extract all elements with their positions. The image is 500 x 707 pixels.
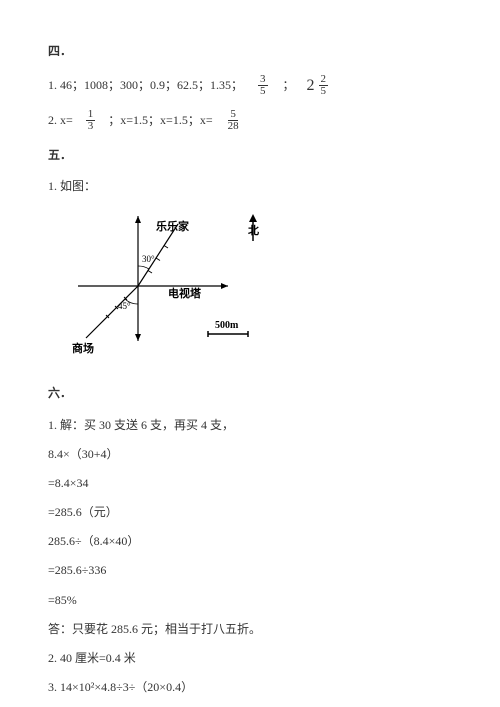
section-4-head: 四．: [48, 42, 452, 61]
denominator: 28: [226, 121, 241, 132]
section-6-head: 六．: [48, 384, 452, 403]
mixed-fraction: 2 2 5: [307, 73, 332, 99]
direction-diagram-svg: 乐乐家 北 30° 电视塔 45° 商场 500m: [68, 206, 268, 366]
diagram: 乐乐家 北 30° 电视塔 45° 商场 500m: [68, 206, 452, 372]
section-5-head: 五．: [48, 146, 452, 165]
fraction: 2 5: [319, 74, 329, 97]
text: ；x=1.5；x=1.5；x=: [108, 111, 212, 130]
text: ；: [283, 76, 295, 95]
fraction: 5 28: [226, 109, 241, 132]
text: 1. 46；1008；300；0.9；62.5；1.35；: [48, 76, 243, 95]
numerator: 1: [86, 109, 96, 121]
mixed-whole: 2: [307, 73, 315, 99]
section-5-line-1: 1. 如图：: [48, 177, 452, 196]
s6-l7: =85%: [48, 591, 452, 610]
denominator: 5: [319, 86, 329, 97]
denominator: 5: [258, 86, 268, 97]
label-angle45: 45°: [118, 301, 131, 311]
label-angle30: 30°: [142, 254, 155, 264]
label-tower: 电视塔: [168, 286, 202, 300]
s6-l2: 8.4×（30+4）: [48, 445, 452, 464]
s6-l10: 3. 14×10²×4.8÷3÷（20×0.4）: [48, 678, 452, 697]
s6-l1: 1. 解：买 30 支送 6 支，再买 4 支，: [48, 416, 452, 435]
label-north: 北: [248, 223, 259, 237]
fraction: 3 5: [258, 74, 268, 97]
s6-l6: =285.6÷336: [48, 561, 452, 580]
label-lele: 乐乐家: [156, 219, 190, 233]
text: 2. x=: [48, 111, 73, 130]
s6-l9: 2. 40 厘米=0.4 米: [48, 649, 452, 668]
s6-l3: =8.4×34: [48, 474, 452, 493]
label-scale: 500m: [215, 320, 239, 331]
s6-l8: 答：只要花 285.6 元；相当于打八五折。: [48, 620, 452, 639]
label-mall: 商场: [72, 341, 94, 355]
numerator: 5: [228, 109, 238, 121]
s6-l4: =285.6（元）: [48, 503, 452, 522]
section-4-line-2: 2. x= 1 3 ；x=1.5；x=1.5；x= 5 28: [48, 109, 452, 132]
s6-l5: 285.6÷（8.4×40）: [48, 532, 452, 551]
denominator: 3: [86, 121, 96, 132]
section-4-line-1: 1. 46；1008；300；0.9；62.5；1.35； 3 5 ； 2 2 …: [48, 73, 452, 99]
fraction: 1 3: [86, 109, 96, 132]
